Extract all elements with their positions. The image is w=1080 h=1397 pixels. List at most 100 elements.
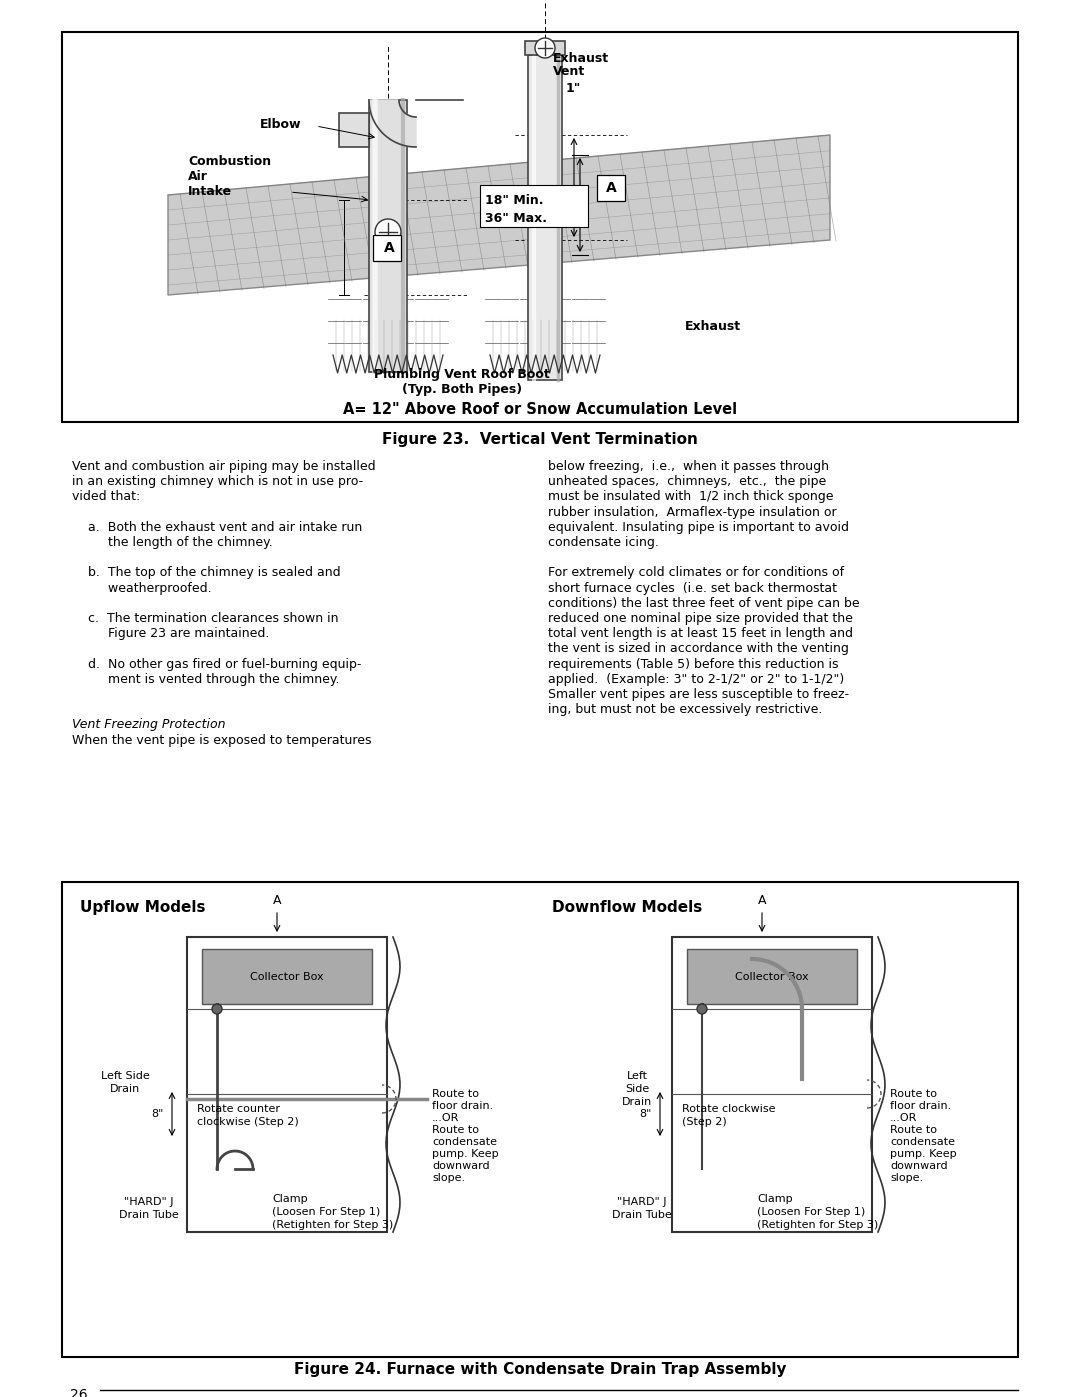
Text: For extremely cold climates or for conditions of: For extremely cold climates or for condi… [548,566,845,580]
Text: Rotate clockwise: Rotate clockwise [681,1104,775,1113]
Text: equivalent. Insulating pipe is important to avoid: equivalent. Insulating pipe is important… [548,521,849,534]
Text: Downflow Models: Downflow Models [552,900,702,915]
Text: vided that:: vided that: [72,490,140,503]
Circle shape [375,219,401,244]
Text: A: A [606,182,617,196]
Text: Combustion: Combustion [188,155,271,168]
Text: must be insulated with  1/2 inch thick sponge: must be insulated with 1/2 inch thick sp… [548,490,834,503]
Text: Collector Box: Collector Box [251,972,324,982]
Bar [528,54,562,380]
Text: Route to: Route to [432,1125,480,1134]
Text: (Loosen For Step 1): (Loosen For Step 1) [272,1207,380,1217]
Text: condensate: condensate [890,1137,955,1147]
Text: (Retighten for Step 3): (Retighten for Step 3) [757,1220,878,1229]
Text: Figure 23.  Vertical Vent Termination: Figure 23. Vertical Vent Termination [382,432,698,447]
Bar [480,184,588,226]
Bar [62,32,1018,422]
Text: 8": 8" [639,1109,652,1119]
Text: Exhaust: Exhaust [553,52,609,66]
Text: A: A [383,242,394,256]
Text: Vent: Vent [553,66,585,78]
Text: (Typ. Both Pipes): (Typ. Both Pipes) [402,383,522,395]
Text: Route to: Route to [890,1125,937,1134]
Text: Drain: Drain [110,1084,140,1094]
Text: Left Side: Left Side [100,1071,149,1081]
Text: Drain Tube: Drain Tube [119,1210,179,1220]
Text: (Loosen For Step 1): (Loosen For Step 1) [757,1207,865,1217]
Text: Side: Side [625,1084,649,1094]
Circle shape [212,1004,222,1014]
Polygon shape [168,136,831,295]
Text: short furnace cycles  (i.e. set back thermostat: short furnace cycles (i.e. set back ther… [548,581,837,595]
Text: clockwise (Step 2): clockwise (Step 2) [197,1118,299,1127]
Circle shape [697,1004,707,1014]
Bar [369,101,407,372]
Text: A: A [758,894,766,907]
Text: slope.: slope. [890,1173,923,1183]
Text: pump. Keep: pump. Keep [432,1148,499,1160]
Text: Vent and combustion air piping may be installed: Vent and combustion air piping may be in… [72,460,376,474]
Text: Clamp: Clamp [757,1194,793,1204]
Text: ment is vented through the chimney.: ment is vented through the chimney. [72,673,339,686]
Text: Left: Left [626,1071,648,1081]
Text: 18" Min.: 18" Min. [485,194,543,207]
Bar [187,937,387,1232]
Bar [202,949,372,1004]
Text: Route to: Route to [432,1090,480,1099]
Text: Drain Tube: Drain Tube [612,1210,672,1220]
Text: Rotate counter: Rotate counter [197,1104,280,1113]
Bar [525,41,565,54]
Text: When the vent pipe is exposed to temperatures: When the vent pipe is exposed to tempera… [72,733,372,746]
Text: Route to: Route to [890,1090,937,1099]
Text: Figure 23 are maintained.: Figure 23 are maintained. [72,627,269,640]
Text: a.  Both the exhaust vent and air intake run: a. Both the exhaust vent and air intake … [72,521,362,534]
Bar [597,175,625,201]
Text: 36" Max.: 36" Max. [485,211,546,225]
Text: A: A [273,894,281,907]
Text: (Retighten for Step 3): (Retighten for Step 3) [272,1220,393,1229]
Bar [672,937,872,1232]
Text: Elbow: Elbow [260,117,301,131]
Text: in an existing chimney which is not in use pro-: in an existing chimney which is not in u… [72,475,363,488]
Text: "HARD" J: "HARD" J [124,1197,174,1207]
Text: 8": 8" [151,1109,164,1119]
Text: d.  No other gas fired or fuel-burning equip-: d. No other gas fired or fuel-burning eq… [72,658,362,671]
Text: b.  The top of the chimney is sealed and: b. The top of the chimney is sealed and [72,566,340,580]
Text: Clamp: Clamp [272,1194,308,1204]
Text: ...OR: ...OR [432,1113,459,1123]
Text: downward: downward [432,1161,489,1171]
Text: Figure 24. Furnace with Condensate Drain Trap Assembly: Figure 24. Furnace with Condensate Drain… [294,1362,786,1377]
Text: (Step 2): (Step 2) [681,1118,727,1127]
Text: A= 12" Above Roof or Snow Accumulation Level: A= 12" Above Roof or Snow Accumulation L… [343,402,737,416]
Text: applied.  (Example: 3" to 2-1/2" or 2" to 1-1/2"): applied. (Example: 3" to 2-1/2" or 2" to… [548,673,845,686]
Text: reduced one nominal pipe size provided that the: reduced one nominal pipe size provided t… [548,612,853,624]
Text: slope.: slope. [432,1173,465,1183]
Text: ing, but must not be excessively restrictive.: ing, but must not be excessively restric… [548,703,822,717]
Text: Air: Air [188,170,207,183]
Text: Vent Freezing Protection: Vent Freezing Protection [72,718,226,732]
Text: condensate: condensate [432,1137,497,1147]
Bar [373,235,401,261]
Text: Plumbing Vent Roof Boot: Plumbing Vent Roof Boot [374,367,550,381]
Text: 26: 26 [70,1389,87,1397]
Bar [339,113,369,147]
Text: weatherproofed.: weatherproofed. [72,581,212,595]
Text: unheated spaces,  chimneys,  etc.,  the pipe: unheated spaces, chimneys, etc., the pip… [548,475,826,488]
Text: "HARD" J: "HARD" J [618,1197,666,1207]
Text: Smaller vent pipes are less susceptible to freez-: Smaller vent pipes are less susceptible … [548,687,849,701]
Text: condensate icing.: condensate icing. [548,536,659,549]
Text: total vent length is at least 15 feet in length and: total vent length is at least 15 feet in… [548,627,853,640]
Text: floor drain.: floor drain. [890,1101,951,1111]
Text: Exhaust: Exhaust [685,320,741,332]
Text: 1": 1" [566,82,581,95]
Bar [687,949,858,1004]
Text: requirements (Table 5) before this reduction is: requirements (Table 5) before this reduc… [548,658,838,671]
Text: Collector Box: Collector Box [735,972,809,982]
Text: below freezing,  i.e.,  when it passes through: below freezing, i.e., when it passes thr… [548,460,829,474]
Bar [62,882,1018,1356]
Text: floor drain.: floor drain. [432,1101,494,1111]
Text: conditions) the last three feet of vent pipe can be: conditions) the last three feet of vent … [548,597,860,610]
Polygon shape [369,101,416,147]
Text: rubber insulation,  Armaflex-type insulation or: rubber insulation, Armaflex-type insulat… [548,506,837,518]
Text: downward: downward [890,1161,947,1171]
